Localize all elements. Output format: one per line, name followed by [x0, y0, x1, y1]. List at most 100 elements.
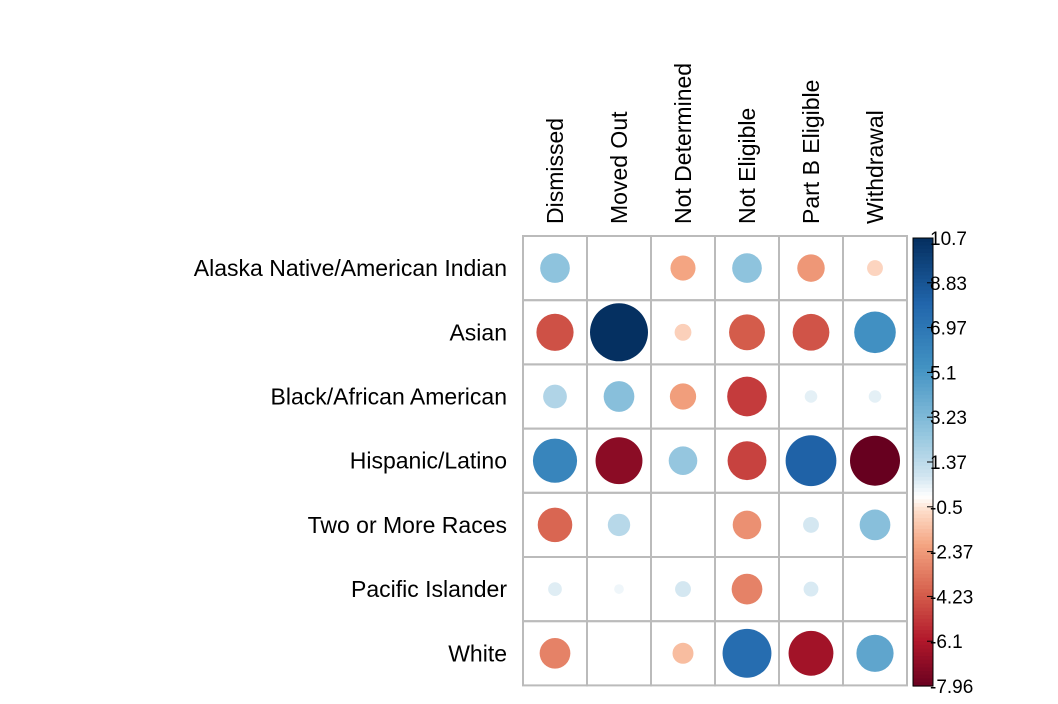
data-circle — [797, 254, 825, 282]
colorbar-segment — [913, 644, 933, 650]
data-circle — [537, 507, 573, 543]
grid-layer — [522, 235, 908, 687]
colorbar-segment — [913, 559, 933, 564]
colorbar-segment — [913, 633, 933, 639]
colorbar-segment — [913, 581, 933, 586]
colorbar-segment — [913, 566, 933, 571]
colorbar-segment — [913, 577, 933, 583]
colorbar-segment — [913, 372, 933, 377]
colorbar-segment — [913, 342, 933, 347]
data-circle — [868, 390, 882, 403]
colorbar-tick-label: 3.23 — [930, 408, 967, 429]
row-labels: Alaska Native/American Indian Asian Black/… — [194, 255, 508, 666]
data-circle — [607, 513, 631, 537]
column-label: Dismissed — [542, 118, 568, 224]
data-circle — [727, 441, 767, 481]
colorbar-segment — [913, 562, 933, 568]
column-label: Withdrawal — [862, 110, 888, 224]
colorbar-segment — [913, 630, 933, 635]
data-circle — [595, 437, 643, 485]
colorbar-segment — [913, 506, 933, 512]
data-circle — [670, 255, 696, 281]
colorbar-segment — [913, 428, 933, 433]
data-circle — [732, 253, 762, 283]
colorbar-segment — [913, 294, 933, 299]
column-label: Part B Eligible — [798, 80, 824, 224]
colorbar-segment — [913, 574, 933, 579]
data-circle — [674, 323, 692, 341]
data-circle — [668, 446, 698, 476]
data-circle — [854, 311, 896, 354]
colorbar-segment — [913, 282, 933, 288]
colorbar-segment — [913, 615, 933, 620]
colorbar-segment — [913, 256, 933, 261]
circle-layer — [532, 253, 901, 678]
colorbar-segment — [913, 555, 933, 560]
colorbar-segment — [913, 260, 933, 265]
colorbar-segment — [913, 570, 933, 575]
colorbar-segment — [913, 450, 933, 456]
colorbar-segment — [913, 241, 933, 247]
colorbar-segment — [913, 409, 933, 415]
colorbar-segment — [913, 469, 933, 474]
data-circle — [804, 390, 818, 403]
colorbar-segment — [913, 379, 933, 385]
data-circle — [603, 381, 635, 412]
column-labels: Dismissed Moved Out Not Determined Not Elig… — [542, 63, 888, 224]
colorbar-segment — [913, 518, 933, 523]
colorbar-segment — [913, 406, 933, 411]
colorbar-segment — [913, 648, 933, 653]
data-circle — [867, 260, 883, 277]
colorbar-segment — [913, 503, 933, 508]
colorbar-segment — [913, 607, 933, 612]
colorbar-segment — [913, 674, 933, 680]
row-label: Pacific Islander — [351, 576, 507, 602]
colorbar-tick-label: 8.83 — [930, 274, 967, 295]
colorbar-segment — [913, 603, 933, 609]
colorbar-segment — [913, 420, 933, 426]
colorbar-segment — [913, 473, 933, 478]
colorbar-segment — [913, 491, 933, 497]
data-circle — [731, 573, 763, 605]
column-label: Not Determined — [670, 63, 696, 224]
data-circle — [548, 582, 562, 596]
colorbar-segment — [913, 626, 933, 631]
colorbar-segment — [913, 462, 933, 467]
colorbar-segment — [913, 357, 933, 362]
data-circle — [540, 253, 570, 283]
data-circle — [785, 435, 837, 487]
colorbar-segment — [913, 588, 933, 594]
colorbar-segment — [913, 394, 933, 400]
colorbar-segment — [913, 338, 933, 344]
data-circle — [536, 313, 574, 351]
colorbar-segment — [913, 439, 933, 444]
colorbar-segment — [913, 547, 933, 553]
colorbar-segment — [913, 611, 933, 616]
grid-cell — [586, 235, 652, 302]
colorbar-segment — [913, 637, 933, 642]
colorbar-segment — [913, 376, 933, 381]
data-circle — [675, 581, 691, 598]
colorbar-segment — [913, 447, 933, 452]
colorbar-segment — [913, 252, 933, 258]
colorbar-segment — [913, 495, 933, 500]
colorbar-segment — [913, 305, 933, 310]
colorbar: 10.7 8.83 6.97 5.1 3.23 1.37 -0.5 -2.37 -4.23 -6.… — [912, 229, 973, 698]
data-circle — [590, 303, 648, 362]
data-circle — [543, 384, 567, 409]
colorbar-tick-label: -2.37 — [930, 543, 973, 564]
colorbar-segment — [913, 484, 933, 489]
data-circle — [669, 383, 697, 410]
colorbar-segment — [913, 529, 933, 534]
data-circle — [803, 516, 819, 533]
colorbar-segment — [913, 402, 933, 407]
colorbar-segment — [913, 458, 933, 463]
colorbar-segment — [913, 335, 933, 340]
data-circle — [859, 509, 891, 541]
data-circle — [532, 438, 578, 483]
colorbar-segment — [913, 476, 933, 482]
colorbar-segment — [913, 312, 933, 317]
colorbar-segment — [913, 350, 933, 355]
colorbar-tick-label: 10.7 — [930, 229, 967, 250]
data-circle — [849, 435, 901, 486]
